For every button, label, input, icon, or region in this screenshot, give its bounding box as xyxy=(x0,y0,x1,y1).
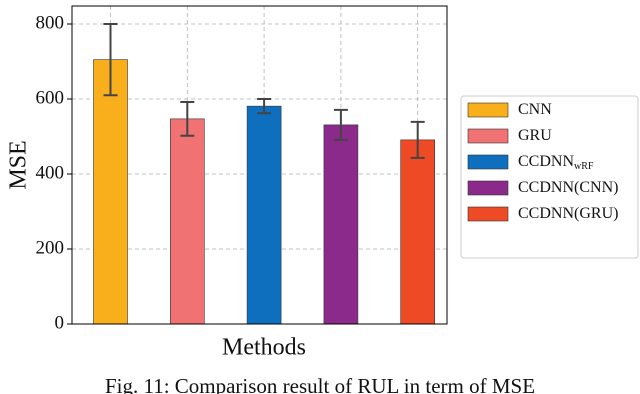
legend-label: CCDNNwRF xyxy=(518,153,594,173)
bar xyxy=(246,105,282,325)
legend: CNN GRU CCDNNwRF CCDNN(CNN) CCDNN(GRU) xyxy=(460,95,639,259)
y-tick-label: 400 xyxy=(36,162,65,183)
legend-label-name: CCDNN xyxy=(518,153,574,170)
caption: Fig. 11: Comparison result of RUL in ter… xyxy=(105,374,535,394)
legend-swatch xyxy=(467,154,509,170)
error-bar xyxy=(410,120,425,159)
legend-label-name: CCDNN(GRU) xyxy=(518,205,618,222)
legend-label: CCDNN(GRU) xyxy=(518,205,618,222)
legend-swatch xyxy=(467,102,509,118)
plot-frame xyxy=(71,5,448,325)
legend-swatch xyxy=(467,128,509,144)
y-axis-label: MSE xyxy=(6,140,32,189)
error-bar xyxy=(180,101,195,137)
y-tick-label: 800 xyxy=(36,12,65,33)
bar xyxy=(93,59,128,325)
legend-label-name: CCDNN(CNN) xyxy=(518,179,618,196)
y-tick-label: 600 xyxy=(36,87,65,108)
legend-frame xyxy=(460,95,639,259)
legend-label-subscript: wRF xyxy=(574,161,594,172)
bar xyxy=(323,124,359,325)
legend-swatch xyxy=(467,180,509,196)
legend-swatch xyxy=(467,206,509,222)
legend-label: CNN xyxy=(518,101,552,118)
x-axis-label: Methods xyxy=(222,335,306,361)
legend-label-name: GRU xyxy=(518,127,552,144)
error-bar xyxy=(103,23,118,97)
y-tick-label: 0 xyxy=(55,312,65,333)
error-bar xyxy=(333,108,348,141)
legend-label: CCDNN(CNN) xyxy=(518,179,618,196)
y-tick-label: 200 xyxy=(36,237,65,258)
legend-label: GRU xyxy=(518,127,552,144)
legend-label-name: CNN xyxy=(518,101,552,118)
bar xyxy=(400,139,436,325)
bar xyxy=(170,118,205,325)
error-bar xyxy=(257,98,272,115)
